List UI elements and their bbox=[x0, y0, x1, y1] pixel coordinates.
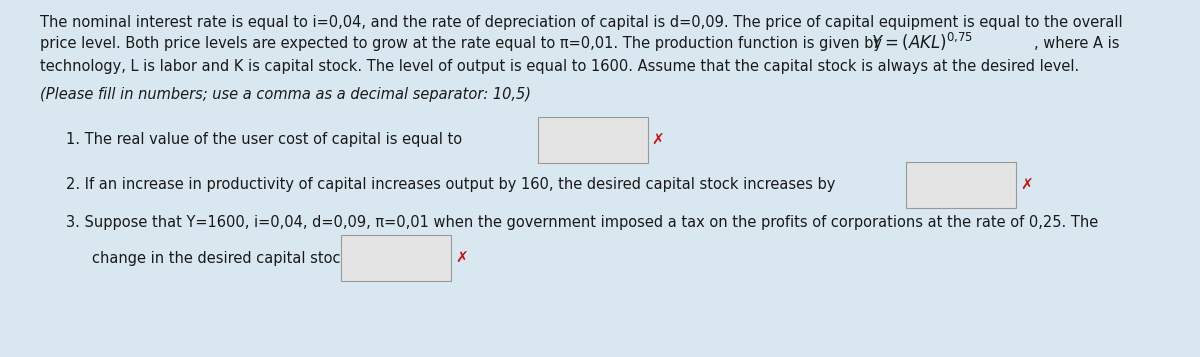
Text: $\mathit{Y} = (\mathit{AKL})^{0{,}75}$: $\mathit{Y} = (\mathit{AKL})^{0{,}75}$ bbox=[871, 31, 973, 53]
Text: price level. Both price levels are expected to grow at the rate equal to π=0,01.: price level. Both price levels are expec… bbox=[40, 36, 882, 51]
Text: technology, L is labor and K is capital stock. The level of output is equal to 1: technology, L is labor and K is capital … bbox=[40, 59, 1079, 74]
Text: change in the desired capital stock is: change in the desired capital stock is bbox=[92, 251, 366, 266]
Text: ✗: ✗ bbox=[1020, 177, 1033, 192]
Text: 2. If an increase in productivity of capital increases output by 160, the desire: 2. If an increase in productivity of cap… bbox=[66, 177, 835, 192]
Text: 3. Suppose that Y=1600, i=0,04, d=0,09, π=0,01 when the government imposed a tax: 3. Suppose that Y=1600, i=0,04, d=0,09, … bbox=[66, 215, 1098, 230]
FancyBboxPatch shape bbox=[906, 162, 1016, 208]
FancyBboxPatch shape bbox=[538, 117, 648, 163]
FancyBboxPatch shape bbox=[341, 235, 451, 281]
Text: 1. The real value of the user cost of capital is equal to: 1. The real value of the user cost of ca… bbox=[66, 132, 462, 147]
Text: ✗: ✗ bbox=[455, 251, 468, 266]
Text: The nominal interest rate is equal to i=0,04, and the rate of depreciation of ca: The nominal interest rate is equal to i=… bbox=[40, 15, 1122, 30]
Text: ✗: ✗ bbox=[652, 132, 665, 147]
Text: (Please fill in numbers; use a comma as a decimal separator: 10,5): (Please fill in numbers; use a comma as … bbox=[40, 87, 530, 102]
Text: , where A is: , where A is bbox=[1034, 36, 1120, 51]
